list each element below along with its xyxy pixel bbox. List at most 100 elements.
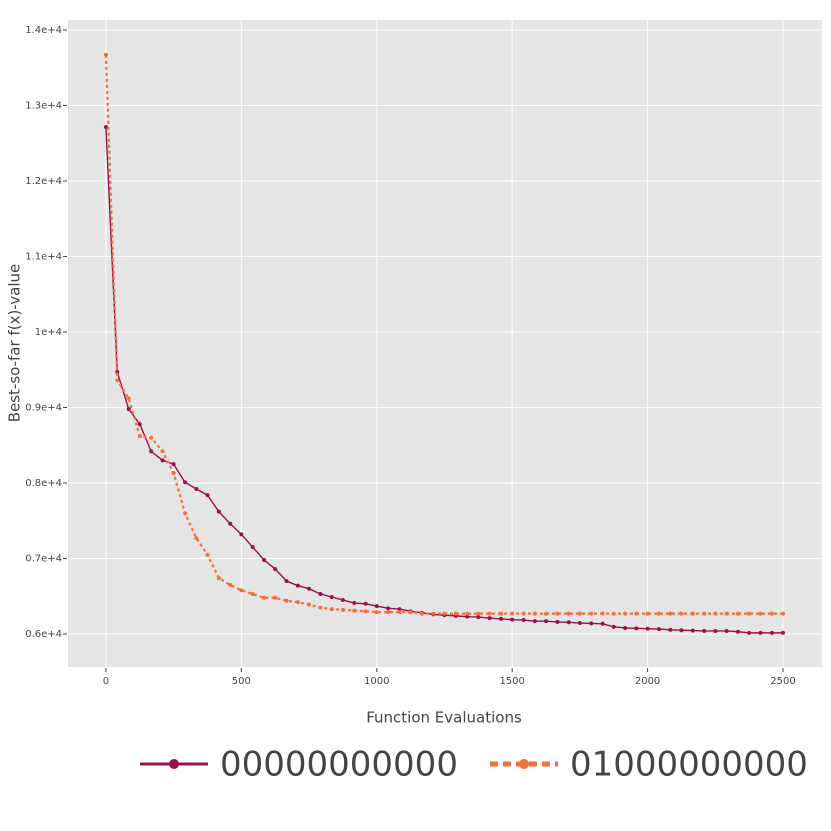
- point: [431, 611, 436, 616]
- y-tick-label: 0.8e+4: [25, 478, 62, 489]
- point: [656, 627, 661, 632]
- point: [318, 605, 323, 610]
- point: [126, 396, 131, 401]
- point: [216, 576, 221, 581]
- point: [747, 630, 752, 635]
- point: [758, 611, 763, 616]
- x-tick-label: 2500: [770, 676, 795, 687]
- point: [499, 611, 504, 616]
- x-tick-label: 1500: [499, 676, 524, 687]
- point: [634, 611, 639, 616]
- point: [284, 598, 289, 603]
- legend-label: 00000000000: [220, 745, 458, 785]
- point: [273, 567, 278, 572]
- point: [363, 609, 368, 614]
- point: [611, 624, 616, 629]
- point: [374, 604, 379, 609]
- point: [724, 611, 729, 616]
- point: [295, 600, 300, 605]
- point: [329, 595, 334, 600]
- point: [465, 611, 470, 616]
- point: [442, 611, 447, 616]
- point: [408, 610, 413, 615]
- x-tick-label: 0: [103, 676, 109, 687]
- point: [555, 611, 560, 616]
- point: [555, 619, 560, 624]
- point: [307, 602, 312, 607]
- legend-label: 01000000000: [570, 745, 808, 785]
- point: [228, 582, 233, 587]
- point: [668, 627, 673, 632]
- point: [600, 621, 605, 626]
- point: [374, 610, 379, 615]
- point: [690, 628, 695, 633]
- y-tick-label: 1.2e+4: [25, 176, 62, 187]
- point: [183, 511, 187, 516]
- point: [713, 611, 718, 616]
- point: [194, 536, 199, 541]
- point: [115, 378, 120, 383]
- point: [183, 480, 187, 485]
- point: [363, 601, 368, 606]
- y-tick-label: 1.4e+4: [25, 25, 62, 36]
- point: [781, 611, 785, 616]
- point: [171, 462, 176, 467]
- point: [521, 611, 526, 616]
- point: [532, 611, 537, 616]
- point: [769, 611, 774, 616]
- point: [318, 591, 323, 596]
- point: [397, 607, 402, 612]
- legend-marker: [518, 759, 529, 769]
- point: [397, 610, 402, 615]
- point: [419, 611, 424, 616]
- point: [690, 611, 695, 616]
- point: [600, 611, 605, 616]
- point: [668, 611, 673, 616]
- point: [724, 628, 729, 633]
- point: [205, 552, 210, 557]
- point: [284, 579, 289, 584]
- point: [736, 611, 741, 616]
- legend-marker: [169, 759, 179, 769]
- point: [103, 52, 108, 57]
- point: [205, 493, 210, 498]
- point: [453, 611, 458, 616]
- y-tick-label: 0.9e+4: [25, 402, 62, 413]
- point: [476, 611, 481, 616]
- point: [747, 611, 752, 616]
- point: [103, 124, 108, 129]
- x-tick-label: 500: [232, 676, 251, 687]
- point: [465, 614, 470, 619]
- point: [702, 628, 707, 633]
- point: [577, 621, 582, 626]
- x-tick-label: 2000: [635, 676, 660, 687]
- point: [126, 407, 131, 412]
- y-axis-title: Best-so-far f(x)-value: [6, 264, 24, 423]
- point: [386, 606, 391, 611]
- point: [307, 586, 312, 591]
- x-tick-label: 1000: [364, 676, 389, 687]
- point: [149, 449, 154, 454]
- point: [171, 471, 176, 476]
- point: [577, 611, 582, 616]
- y-tick-label: 0.6e+4: [25, 629, 62, 640]
- point: [611, 611, 616, 616]
- point: [137, 434, 142, 439]
- point: [295, 583, 300, 588]
- point: [476, 615, 481, 620]
- point: [160, 458, 165, 463]
- point: [487, 616, 492, 621]
- point: [656, 611, 661, 616]
- point: [250, 591, 255, 596]
- point: [702, 611, 707, 616]
- point: [521, 618, 526, 623]
- point: [623, 625, 628, 630]
- point: [544, 611, 549, 616]
- point: [273, 595, 278, 600]
- point: [137, 422, 142, 427]
- y-tick-label: 0.7e+4: [25, 553, 62, 564]
- point: [262, 558, 267, 563]
- point: [645, 626, 650, 631]
- point: [679, 628, 684, 633]
